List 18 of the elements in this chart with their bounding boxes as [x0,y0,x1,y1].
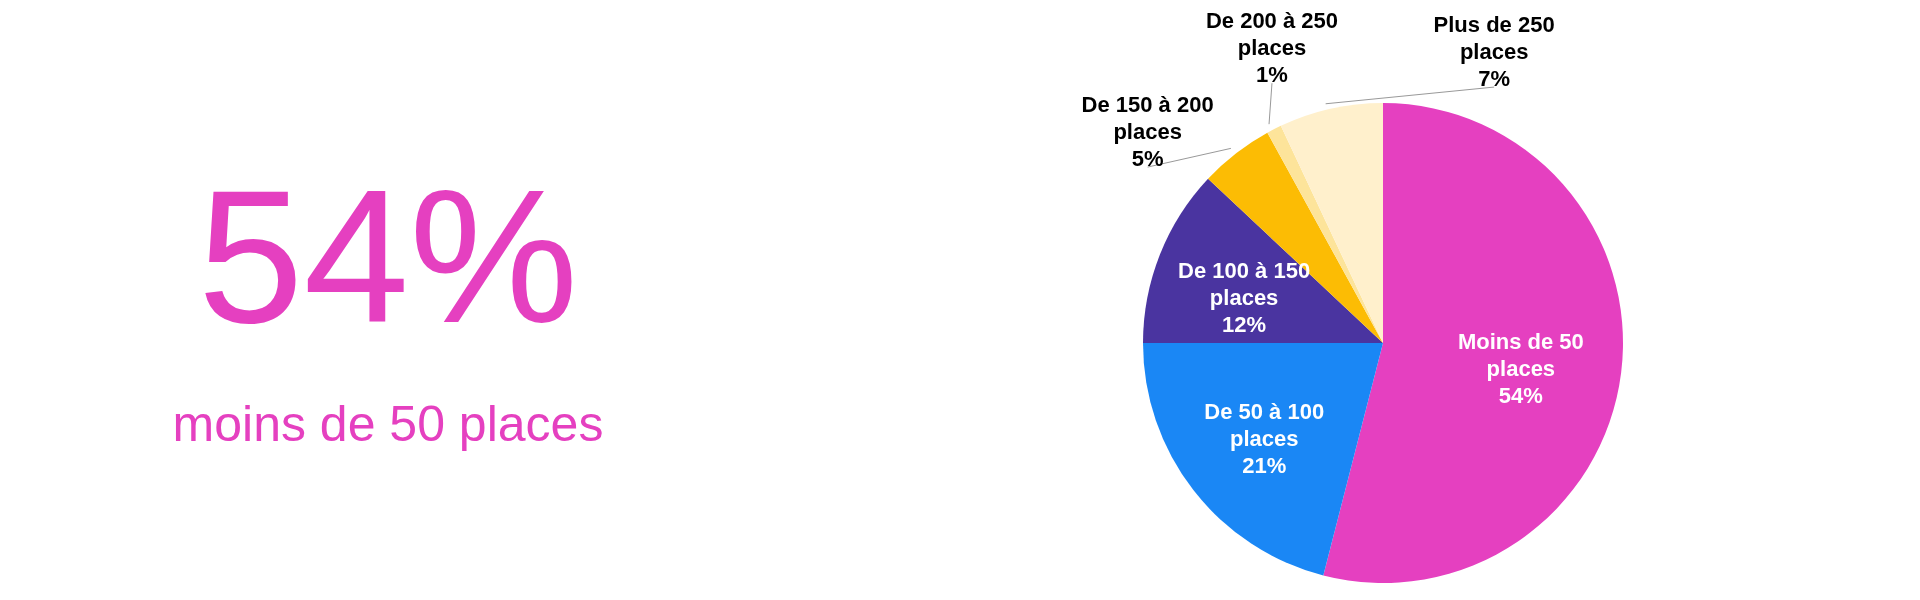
data-label: 12% [1222,311,1267,337]
pie-slice [1143,178,1383,343]
pie-slice [1143,343,1383,576]
slice-label: De 150 à 200 places [1081,91,1214,144]
data-label: 5% [1131,145,1164,171]
data-label: 7% [1478,65,1511,91]
data-label: 1% [1256,61,1288,87]
pie-slice [1208,132,1383,343]
data-label: 21% [1242,452,1287,478]
slice-label: Plus de 250 places [1433,11,1555,64]
slice-label: Moins de 50 places [1457,328,1584,381]
data-label: 54% [1498,382,1543,408]
slice-label: De 200 à 250 places [1205,7,1339,60]
text: moins de 50 places [172,395,604,453]
pie-slice [1323,103,1623,583]
text: 54% [197,149,579,364]
slice-label: De 100 à 150 places [1178,257,1311,310]
slice-label: De 50 à 100 places [1204,398,1325,451]
